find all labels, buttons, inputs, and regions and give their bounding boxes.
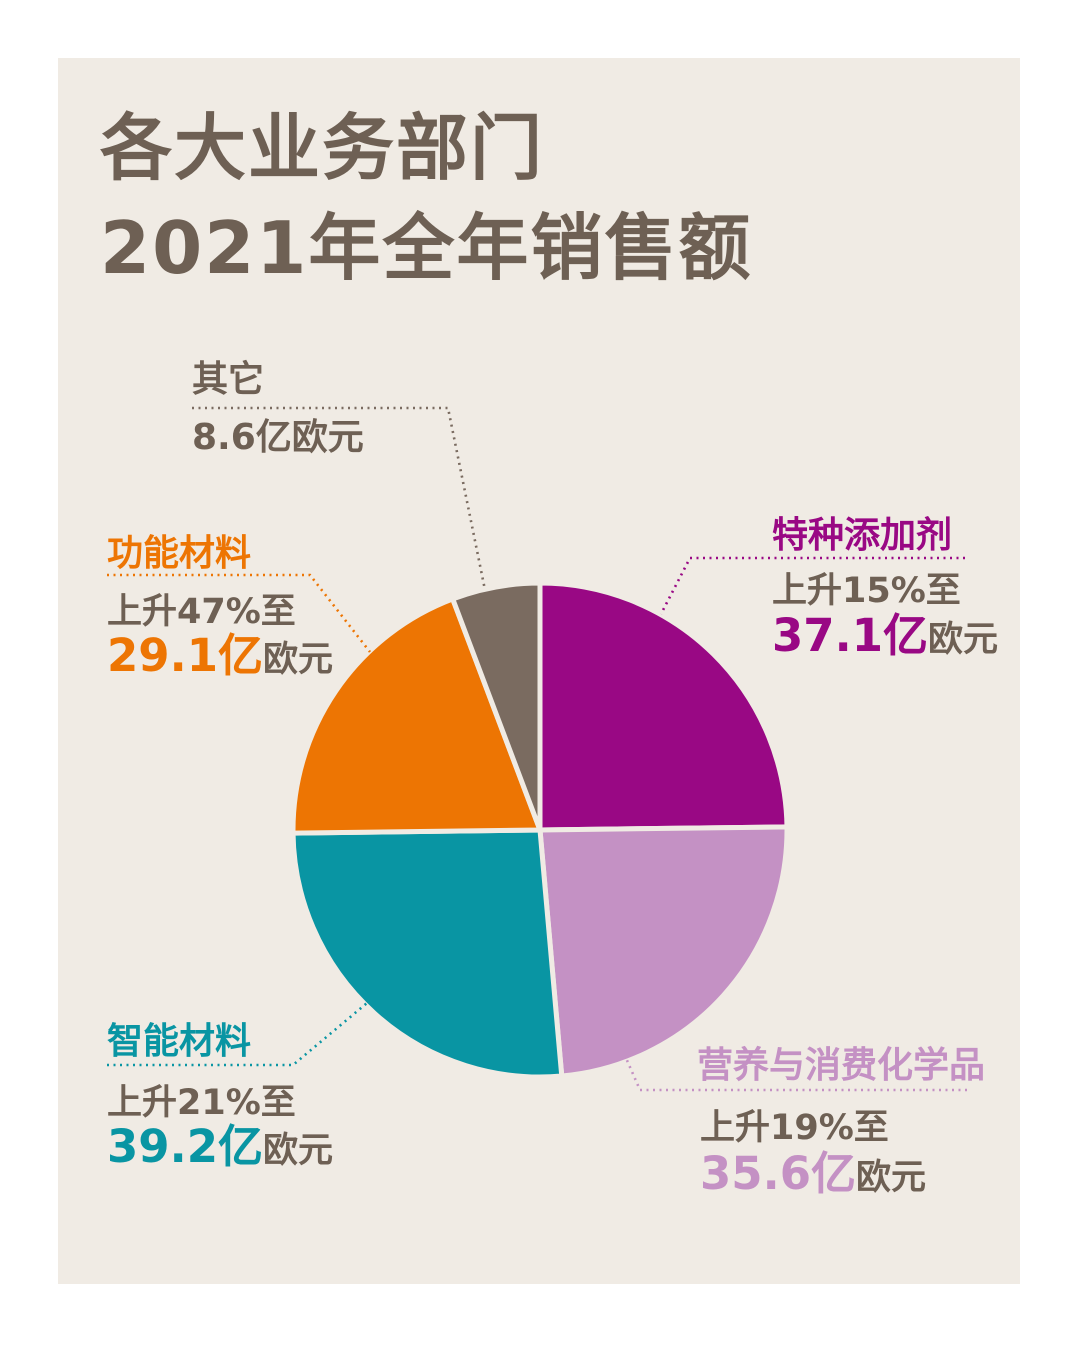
callout-smart-amount: 39.2亿 xyxy=(107,1120,264,1173)
callout-functional-label: 功能材料 xyxy=(107,533,252,574)
leader-lines xyxy=(107,406,967,1092)
infographic-card: 各大业务部门 2021年全年销售额 其它 8.6亿欧元 特种添加剂 上升15%至… xyxy=(58,58,1020,1284)
pie-slice-nutrition xyxy=(537,824,790,1079)
callout-functional-amount: 29.1亿 xyxy=(107,629,264,682)
callout-nutrition-change: 上升19%至 xyxy=(700,1108,889,1148)
callout-smart-amount-line: 39.2亿欧元 xyxy=(107,1122,333,1176)
callout-specialty-amount-line: 37.1亿欧元 xyxy=(772,611,998,665)
callout-functional-amount-line: 29.1亿欧元 xyxy=(107,631,333,685)
callout-specialty-label: 特种添加剂 xyxy=(772,515,953,556)
callout-smart-label: 智能材料 xyxy=(107,1021,252,1062)
callout-other-value: 8.6亿欧元 xyxy=(192,417,364,458)
callout-other-label: 其它 xyxy=(192,359,265,400)
chart-title: 各大业务部门 2021年全年销售额 xyxy=(100,98,752,298)
callout-nutrition-amount-line: 35.6亿欧元 xyxy=(700,1149,926,1203)
pie-chart xyxy=(107,406,967,1092)
callout-specialty-change: 上升15%至 xyxy=(772,571,961,611)
callout-nutrition-unit: 欧元 xyxy=(856,1158,927,1198)
pie-slices xyxy=(290,580,790,1080)
pie-slice-smart xyxy=(290,827,565,1080)
leader-line-nutrition xyxy=(624,1057,967,1092)
pie-slice-functional xyxy=(290,595,544,836)
pie-slice-specialty xyxy=(537,580,790,833)
leader-line-other xyxy=(192,406,487,591)
callout-specialty-amount: 37.1亿 xyxy=(772,609,929,662)
callout-smart-change: 上升21%至 xyxy=(107,1083,296,1123)
chart-title-line2: 2021年全年销售额 xyxy=(100,206,753,290)
callout-smart-unit: 欧元 xyxy=(263,1131,334,1171)
callout-functional-change: 上升47%至 xyxy=(107,592,296,632)
pie-slice-other xyxy=(449,580,543,831)
callout-functional-unit: 欧元 xyxy=(263,640,334,680)
callout-nutrition-label: 营养与消费化学品 xyxy=(697,1045,986,1086)
callout-specialty-unit: 欧元 xyxy=(928,620,999,660)
callout-nutrition-amount: 35.6亿 xyxy=(700,1147,857,1200)
leader-line-functional xyxy=(107,573,372,653)
chart-title-line1: 各大业务部门 xyxy=(100,106,545,190)
leader-line-specialty xyxy=(659,556,965,615)
